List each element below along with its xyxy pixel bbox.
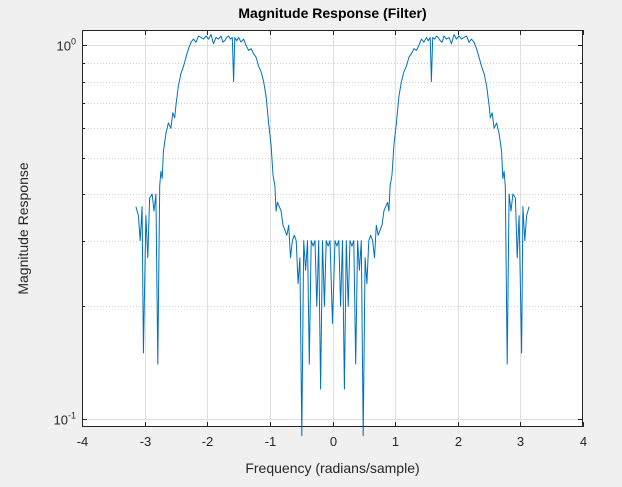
chart-title: Magnitude Response (Filter) bbox=[238, 5, 426, 21]
x-tick-label: 4 bbox=[580, 434, 587, 449]
y-tick-label: 100 bbox=[57, 37, 76, 54]
y-axis-label: Magnitude Response bbox=[15, 162, 31, 295]
y-tick-label: 10-1 bbox=[54, 411, 76, 428]
x-tick-label: 3 bbox=[517, 434, 524, 449]
grid bbox=[82, 30, 583, 427]
x-tick-label: -1 bbox=[265, 434, 277, 449]
series-line bbox=[135, 34, 530, 437]
series-layer bbox=[135, 34, 530, 437]
x-tick-label: 2 bbox=[455, 434, 462, 449]
x-tick-label: -2 bbox=[202, 434, 214, 449]
axes: -4 -3 -2 -1 0 1 2 3 4 10-1 100 bbox=[54, 30, 587, 449]
plot-area bbox=[82, 30, 583, 427]
x-tick-label: 1 bbox=[392, 434, 399, 449]
x-tick-label: -3 bbox=[140, 434, 152, 449]
x-axis-label: Frequency (radians/sample) bbox=[245, 460, 419, 476]
plot-frame bbox=[82, 30, 583, 427]
x-tick-label: 0 bbox=[330, 434, 337, 449]
x-tick-label: -4 bbox=[77, 434, 89, 449]
